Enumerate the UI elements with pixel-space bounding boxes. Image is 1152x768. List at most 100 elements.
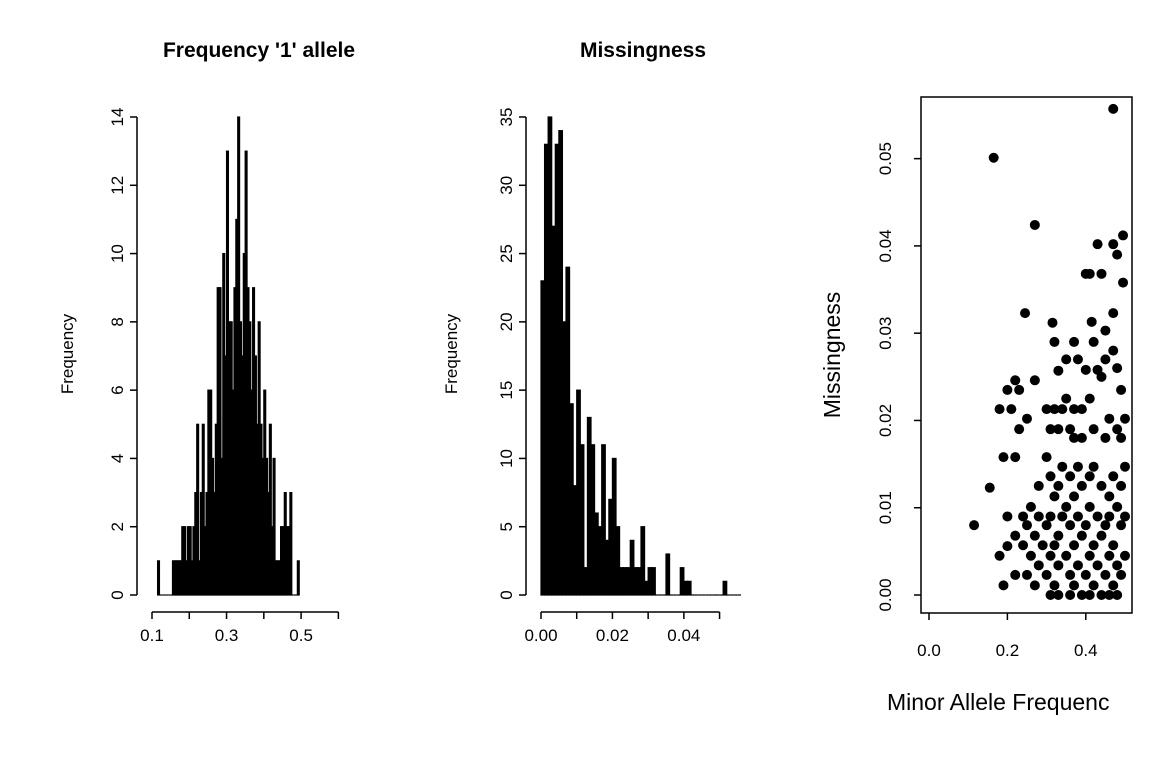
panel1-y-tick-label: 4 <box>108 454 127 463</box>
panel3-point <box>1057 461 1068 472</box>
panel3-point <box>1100 325 1111 336</box>
panel3-point <box>1025 501 1036 512</box>
panel3-point <box>1049 491 1060 502</box>
panel1-bar <box>272 457 276 596</box>
panel3-point <box>994 404 1005 415</box>
panel3-point <box>1120 461 1130 472</box>
panel3-points <box>969 103 1130 600</box>
panel3-point <box>1061 550 1072 561</box>
panel3-point <box>1116 432 1127 443</box>
panel3-point <box>1022 569 1032 580</box>
panel3-point <box>1100 569 1111 580</box>
panel3-x-tick-label: 0.2 <box>996 641 1020 660</box>
panel3-point <box>1108 471 1119 482</box>
panel3-point <box>1096 371 1107 382</box>
panel3-point <box>1088 336 1099 347</box>
panel3-xlabel: Minor Allele Frequenc <box>887 689 1109 715</box>
panel3-point <box>1096 530 1107 541</box>
panel3-x-tick-label: 0.4 <box>1074 641 1098 660</box>
panel3-point <box>1084 268 1095 279</box>
panel3-point <box>1112 424 1123 435</box>
panel1-bar <box>156 560 161 596</box>
panel3-point <box>1065 424 1076 435</box>
panel3-point <box>1010 375 1021 386</box>
panel3-point <box>1045 424 1056 435</box>
panel3-point <box>1002 511 1013 522</box>
panel3-point <box>1057 404 1068 415</box>
panel3-point <box>994 550 1005 561</box>
panel3-point <box>1084 471 1095 482</box>
panel2-x-axis: 0.00 0.02 0.04 <box>524 611 721 645</box>
panel3-point <box>1002 541 1013 552</box>
panel1-bars <box>156 116 300 596</box>
panel3-point <box>1088 540 1099 551</box>
panel3-point <box>1037 540 1048 551</box>
panel3-point <box>1096 590 1107 600</box>
panel2-y-tick-label: 25 <box>497 244 516 263</box>
panel3-point <box>1080 520 1091 531</box>
panel3-point <box>1029 530 1040 541</box>
panel2-ylabel: Frequency <box>442 313 461 394</box>
panel2-y-tick-label: 20 <box>497 312 516 331</box>
panel3-point <box>1080 364 1091 375</box>
panel3-point <box>1053 480 1064 491</box>
panel3-point <box>1069 580 1080 591</box>
panel2-y-tick-label: 10 <box>497 449 516 468</box>
panel1-bar <box>196 423 200 596</box>
panel3-y-tick-label: 0.01 <box>876 491 895 524</box>
panel3-point <box>1069 404 1080 415</box>
panel3-point <box>1041 569 1052 580</box>
histogram-allele-frequency-panel: Frequency '1' allele Frequency 0.1 0.3 0.5… <box>58 39 355 645</box>
panel3-point <box>1053 424 1064 435</box>
panel3-point <box>1069 491 1080 502</box>
panel3-point <box>1006 404 1017 415</box>
panel3-point <box>1088 580 1099 591</box>
panel1-x-tick-label: 0.3 <box>215 626 239 645</box>
panel2-y-tick-label: 35 <box>497 108 516 127</box>
panel1-y-tick-label: 0 <box>108 590 127 599</box>
panel3-point <box>1061 354 1072 365</box>
panel3-point <box>984 482 995 493</box>
panel3-point <box>1120 550 1130 561</box>
panel3-point <box>1076 480 1087 491</box>
panel3-point <box>1080 569 1091 580</box>
panel3-point <box>1029 375 1040 386</box>
panel2-x-tick-label: 0.02 <box>596 626 629 645</box>
panel1-y-tick-label: 14 <box>108 108 127 127</box>
panel1-y-tick-label: 2 <box>108 522 127 531</box>
panel2-bar <box>615 526 621 596</box>
panel3-point <box>1108 308 1119 319</box>
panel3-point <box>1084 550 1095 561</box>
panel3-point <box>998 452 1009 463</box>
panel3-y-tick-label: 0.02 <box>876 404 895 437</box>
panel3-point <box>1069 540 1080 551</box>
panel3-point <box>1112 363 1123 374</box>
panel1-y-tick-label: 6 <box>108 385 127 394</box>
panel3-point <box>1053 365 1064 376</box>
panel3-point <box>1010 530 1021 541</box>
panel3-point <box>1092 239 1103 250</box>
panel2-bar <box>601 444 606 596</box>
panel1-y-axis: 0 2 4 6 8 10 12 14 <box>108 108 138 600</box>
panel1-bar <box>201 423 205 596</box>
panel3-point <box>1022 520 1032 531</box>
panel1-y-tick-label: 10 <box>108 244 127 263</box>
panel3-x-axis: 0.0 0.2 0.4 <box>917 613 1098 660</box>
panel3-point <box>1100 432 1111 443</box>
panel3-point <box>1065 590 1076 600</box>
panel2-y-tick-label: 5 <box>497 522 516 531</box>
panel1-x-tick-label: 0.1 <box>140 626 164 645</box>
panel3-point <box>1076 432 1087 443</box>
panel2-y-axis: 0 5 10 15 20 25 30 35 <box>497 108 527 600</box>
panel3-point <box>1104 590 1115 600</box>
panel3-point <box>1002 384 1013 395</box>
panel3-point <box>998 580 1009 591</box>
panel3-point <box>1100 354 1111 365</box>
panel3-point <box>1010 569 1021 580</box>
panel2-y-tick-label: 15 <box>497 381 516 400</box>
panel3-point <box>1076 404 1087 415</box>
panel3-point <box>1120 413 1130 424</box>
panel3-y-tick-label: 0.03 <box>876 317 895 350</box>
panel3-point <box>1088 424 1099 435</box>
panel3-ylabel: Missingness <box>819 292 845 419</box>
